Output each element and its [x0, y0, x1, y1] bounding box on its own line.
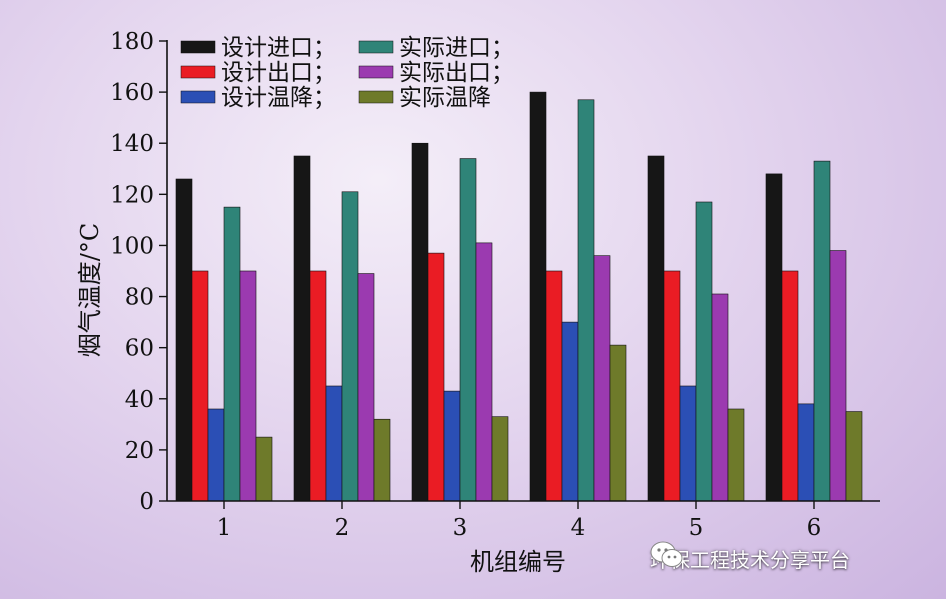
x-tick-label: 2	[335, 515, 350, 541]
y-tick-label: 180	[110, 29, 154, 55]
bar-2-category-3	[427, 252, 445, 502]
bar-6-category-5	[727, 408, 745, 502]
legend-label-1: 设计进口；	[221, 35, 336, 61]
bar-2-category-4	[545, 270, 563, 502]
x-tick-label: 5	[689, 515, 704, 541]
y-tick-label: 40	[125, 387, 154, 413]
legend-swatch-1	[180, 40, 216, 54]
legend-swatch-6	[358, 90, 394, 104]
bar-6-category-3	[491, 416, 509, 502]
bar-5-category-2	[357, 273, 375, 502]
bar-4-category-6	[813, 160, 831, 502]
y-tick-label: 160	[110, 80, 154, 106]
legend-label-6: 实际温降	[399, 85, 491, 111]
y-axis-label: 烟气温度/°C	[76, 223, 104, 357]
legend-label-2: 设计出口；	[221, 60, 336, 86]
x-tick-label: 6	[807, 515, 822, 541]
watermark: 环保工程技术分享平台	[650, 540, 850, 576]
y-tick-label: 20	[125, 438, 154, 464]
bar-4-category-5	[695, 201, 713, 502]
bar-5-category-3	[475, 242, 493, 502]
bar-1-category-4	[529, 91, 547, 502]
bar-6-category-1	[255, 436, 273, 502]
y-tick-label: 80	[125, 285, 154, 311]
bar-5-category-6	[829, 250, 847, 502]
bar-5-category-5	[711, 293, 729, 502]
bar-2-category-2	[309, 270, 327, 502]
bar-4-category-2	[341, 191, 359, 502]
x-tick-label: 3	[453, 515, 468, 541]
legend-label-4: 实际进口；	[399, 35, 514, 61]
x-tick-label: 1	[217, 515, 232, 541]
x-axis-label: 机组编号	[470, 548, 566, 576]
bar-3-category-4	[561, 321, 579, 502]
wechat-icon	[650, 541, 683, 567]
bar-3-category-6	[797, 403, 815, 502]
bar-6-category-4	[609, 344, 627, 502]
bars-group	[175, 91, 863, 502]
bar-6-category-6	[845, 411, 863, 502]
bar-1-category-3	[411, 142, 429, 502]
bar-4-category-4	[577, 99, 595, 502]
bar-2-category-6	[781, 270, 799, 502]
legend-group: 设计进口； 实际进口； 设计出口； 实际出口； 设计温降； 实际温降	[180, 35, 514, 111]
bar-3-category-3	[443, 390, 461, 502]
x-tick-label: 4	[571, 515, 586, 541]
bar-3-category-5	[679, 385, 697, 502]
y-tick-label: 100	[110, 233, 154, 259]
bar-2-category-5	[663, 270, 681, 502]
y-tick-label: 140	[110, 131, 154, 157]
legend-swatch-4	[358, 40, 394, 54]
bar-1-category-6	[765, 173, 783, 502]
bar-6-category-2	[373, 418, 391, 502]
legend-label-3: 设计温降；	[221, 85, 336, 111]
bar-4-category-3	[459, 158, 477, 502]
bar-3-category-2	[325, 385, 343, 502]
bar-1-category-5	[647, 155, 665, 502]
y-tick-label: 60	[125, 336, 154, 362]
legend-swatch-3	[180, 90, 216, 104]
bar-5-category-1	[239, 270, 257, 502]
legend-swatch-5	[358, 65, 394, 79]
watermark-text: 环保工程技术分享平台	[650, 547, 850, 572]
legend-label-5: 实际出口；	[399, 60, 514, 86]
bar-2-category-1	[191, 270, 209, 502]
bar-1-category-2	[293, 155, 311, 502]
bar-1-category-1	[175, 178, 193, 502]
legend-swatch-2	[180, 65, 216, 79]
y-tick-label: 0	[139, 489, 154, 515]
y-tick-label: 120	[110, 182, 154, 208]
bar-3-category-1	[207, 408, 225, 502]
bar-4-category-1	[223, 206, 241, 502]
bar-5-category-4	[593, 255, 611, 502]
axes-group: 0 20 40 60 80 100 120 140 160 180 1 2 3 4 5 6	[110, 29, 880, 541]
